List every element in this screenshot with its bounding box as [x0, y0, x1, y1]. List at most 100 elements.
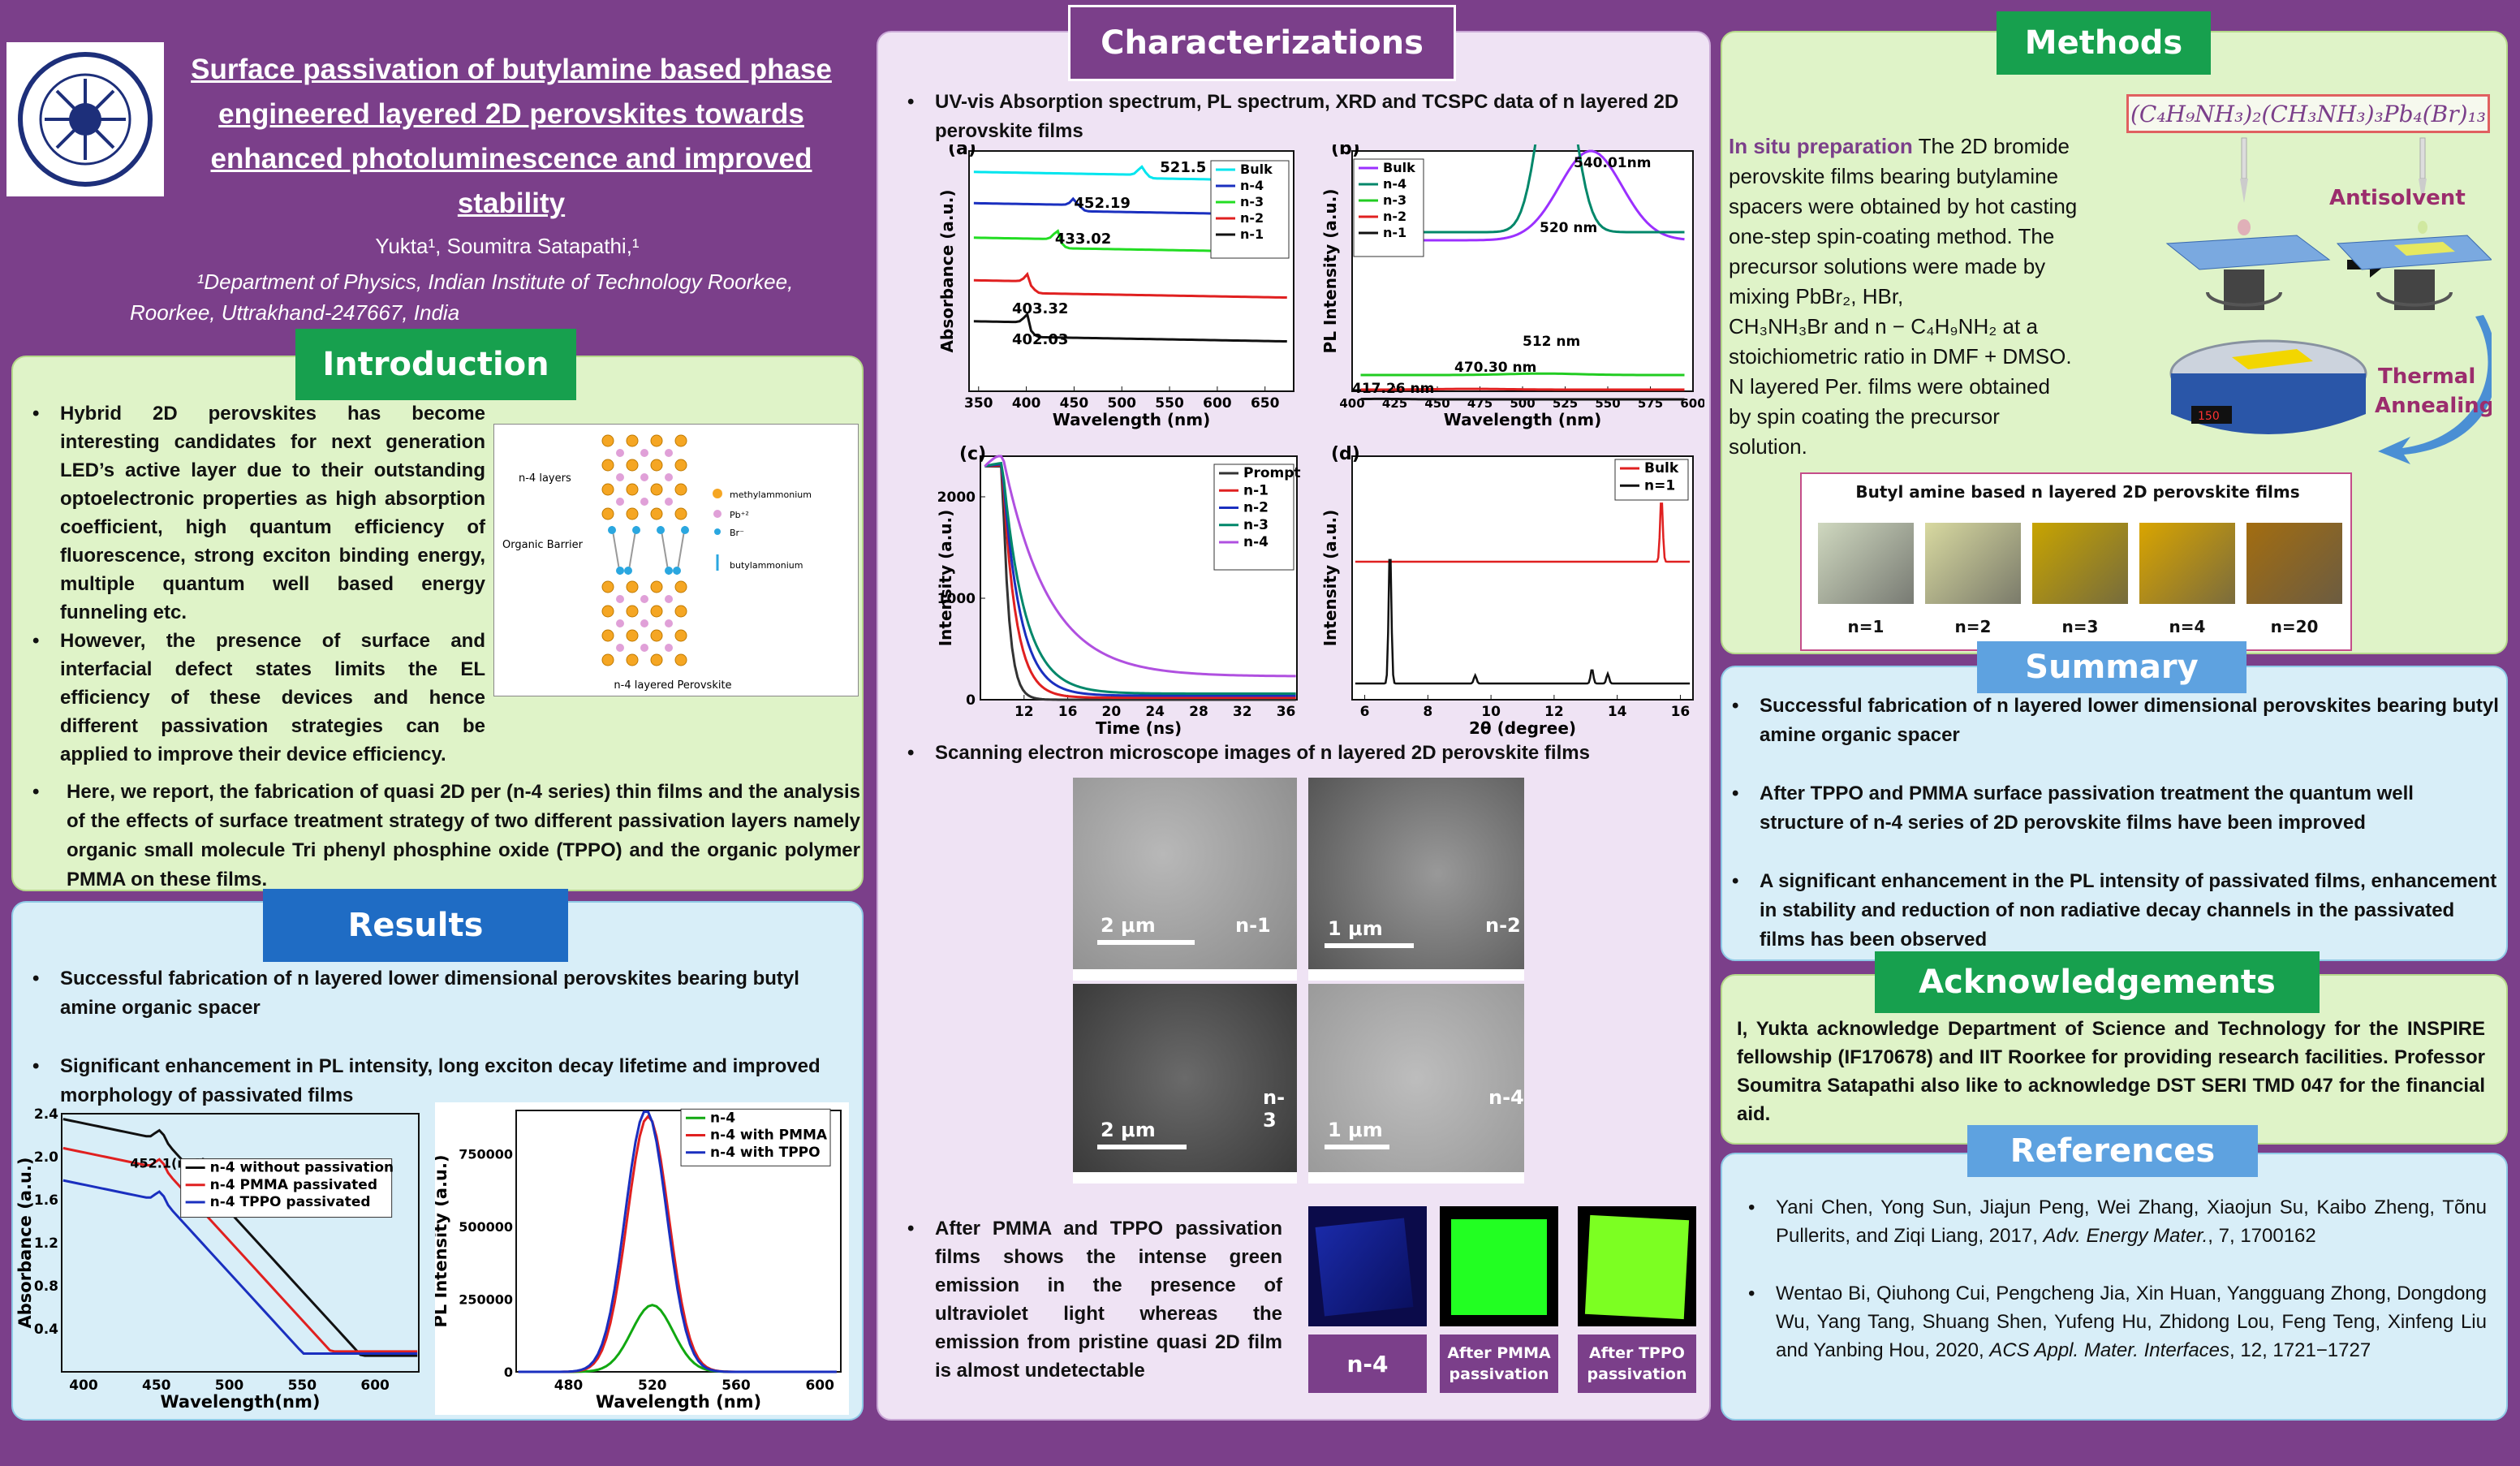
sem-label-n3: n-3: [1263, 1086, 1286, 1132]
x-tick-label: 400: [69, 1378, 98, 1394]
annotation: 540.01nm: [1574, 155, 1651, 171]
x-tick-label: 560: [722, 1378, 751, 1394]
sem-image-n3: 2 μm n-3: [1073, 984, 1297, 1184]
legend-entry-1: n-4 PMMA passivated: [210, 1177, 377, 1193]
panel-label: (b): [1331, 144, 1360, 159]
legend-entry-2: n-4 TPPO passivated: [210, 1194, 371, 1210]
series-n-2: [973, 271, 1287, 300]
structure-caption: n-4 layered Perovskite: [614, 679, 731, 692]
sem-scalebar-n3: [1097, 1145, 1187, 1149]
introduction-text: Hybrid 2D perovskites has become interes…: [24, 399, 485, 769]
absorbance-passivation-svg: 400 450 500 550 600 0.4 0.8 1.2 1.6 2.0 2.4 Wavelen…: [15, 1106, 420, 1412]
legend-entry-0: Bulk: [1383, 160, 1415, 175]
pipette-icon: [2238, 137, 2251, 235]
series-n-2: [984, 463, 1296, 697]
series-n-3: [1360, 372, 1685, 377]
series-n-1: [984, 464, 1296, 700]
legend-box: [1353, 158, 1424, 257]
sem-image-n2: 1 μm n-2: [1308, 778, 1524, 981]
x-axis-label: 2θ (degree): [1469, 718, 1576, 738]
x-tick-label: 12: [1014, 704, 1034, 720]
annotation: 521.5: [1160, 159, 1206, 176]
legend-entry-1: n-1: [1243, 482, 1269, 498]
annotation: 402.03: [1012, 331, 1068, 348]
legend-entry-4: n-1: [1383, 225, 1406, 240]
reference-1: Yani Chen, Yong Sun, Jiajun Peng, Wei Zh…: [1740, 1193, 2487, 1250]
spin-coater-2-icon: [2336, 235, 2492, 310]
uv-label-pmma: After PMMA passivation: [1440, 1334, 1558, 1393]
series-n-3: [984, 461, 1296, 695]
x-axis-label: Wavelength(nm): [161, 1392, 321, 1412]
y-tick-label: 2000: [937, 489, 976, 506]
x-tick-label: 10: [1481, 704, 1501, 720]
film-label-n=4: n=4: [2169, 617, 2206, 636]
y-tick-label: 1000: [937, 591, 976, 607]
acknowledgements-header: Acknowledgements: [1875, 951, 2320, 1013]
legend-methylammonium: methylammonium: [730, 489, 812, 500]
legend-entry-3: n-2: [1383, 209, 1406, 224]
uv-photo-tppo: [1578, 1206, 1696, 1326]
methods-header: Methods: [1997, 11, 2211, 75]
series-n-4 PMMA passivated: [62, 1146, 418, 1353]
legend-br: Br⁻: [730, 528, 744, 538]
x-tick-label: 28: [1189, 704, 1208, 720]
legend-box: [1614, 459, 1689, 501]
annotation: 520 nm: [1540, 220, 1597, 236]
intro-bullet-2: However, the presence of surface and int…: [24, 627, 485, 769]
sem-scalebar-n1: [1097, 940, 1195, 945]
tcspc-svg: 12 16 20 24 28 32 36 Time (ns) Intensity (a.u.) (…: [936, 444, 1301, 738]
series-Bulk: [1355, 502, 1691, 563]
legend-entry-0: Bulk: [1240, 162, 1273, 177]
antisolvent-label: Antisolvent: [2329, 186, 2466, 210]
legend-box: [680, 1108, 831, 1166]
perovskite-structure-figure: n-4 layers Organic Barrier methylammoniu…: [493, 424, 859, 696]
series-n-4 TPPO passivated: [62, 1179, 418, 1355]
legend-entry-2: n-4 with TPPO: [710, 1145, 821, 1161]
y-tick-label: 750000: [459, 1147, 513, 1162]
legend-entry-2: n-2: [1243, 500, 1269, 516]
char-bullet-1: UV-vis Absorption spectrum, PL spectrum,…: [899, 88, 1703, 146]
references-list: Yani Chen, Yong Sun, Jiajun Peng, Wei Zh…: [1740, 1193, 2487, 1365]
legend-box: [1210, 160, 1290, 259]
uv-label-n4: n-4: [1308, 1334, 1427, 1393]
x-tick-label: 600: [805, 1378, 834, 1394]
series-n-1: [973, 312, 1287, 343]
affiliation: ¹Department of Physics, Indian Institute…: [130, 269, 794, 325]
legend-entry-1: n-4: [1240, 178, 1264, 193]
x-tick-label: 400: [1339, 396, 1364, 411]
annotation: 512 nm: [1523, 334, 1580, 350]
intro-bullet-1: Hybrid 2D perovskites has become interes…: [24, 399, 485, 627]
uv-label-tppo: After TPPO passivation: [1578, 1334, 1696, 1393]
results-bullet-1: Successful fabrication of n layered lowe…: [24, 964, 844, 1023]
film-photo-n=4: [2139, 523, 2235, 604]
annealing-label: Annealing: [2375, 394, 2492, 418]
summary-bullet-3: A significant enhancement in the PL inte…: [1724, 867, 2503, 955]
x-tick-label: 520: [638, 1378, 667, 1394]
sem-label-n4: n-4: [1488, 1086, 1524, 1109]
legend-entry-0: n-4: [710, 1110, 735, 1126]
y-tick-label: 0: [966, 692, 976, 709]
reference-2: Wentao Bi, Qiuhong Cui, Pengcheng Jia, X…: [1740, 1279, 2487, 1365]
x-tick-label: 480: [554, 1378, 584, 1394]
sem-label-n2: n-2: [1485, 914, 1521, 937]
legend-entry-0: Prompt: [1243, 465, 1301, 481]
annotation: 470.30 nm: [1454, 360, 1536, 376]
results-bullet-2: Significant enhancement in PL intensity,…: [24, 1052, 844, 1110]
methods-lead: In situ preparation: [1729, 134, 1913, 158]
sem-grid: 2 μm n-1 1 μm n-2 2 μm n-3 1 μm n-4: [1073, 778, 1524, 1184]
x-tick-label: 16: [1058, 704, 1078, 720]
intro-bullet-3-wrap: Here, we report, the fabrication of quas…: [24, 778, 860, 895]
x-tick-label: 400: [1012, 395, 1041, 412]
film-label-n=3: n=3: [2061, 617, 2099, 636]
series-Prompt: [984, 465, 1296, 701]
film-label-n=1: n=1: [1847, 617, 1885, 636]
x-axis-label: Wavelength (nm): [1444, 410, 1602, 429]
x-axis-label: Wavelength (nm): [1053, 410, 1211, 429]
panel-label: (d): [1331, 444, 1360, 464]
chart-tcspc: 12 16 20 24 28 32 36 Time (ns) Intensity (a.u.) (…: [924, 432, 1305, 748]
x-tick-label: 350: [964, 395, 993, 412]
summary-text: Successful fabrication of n layered lowe…: [1724, 692, 2503, 955]
legend-butylammonium: butylammonium: [730, 560, 803, 571]
n4-layers-label: n-4 layers: [519, 472, 571, 485]
spin-coater-1-icon: [2165, 235, 2331, 310]
